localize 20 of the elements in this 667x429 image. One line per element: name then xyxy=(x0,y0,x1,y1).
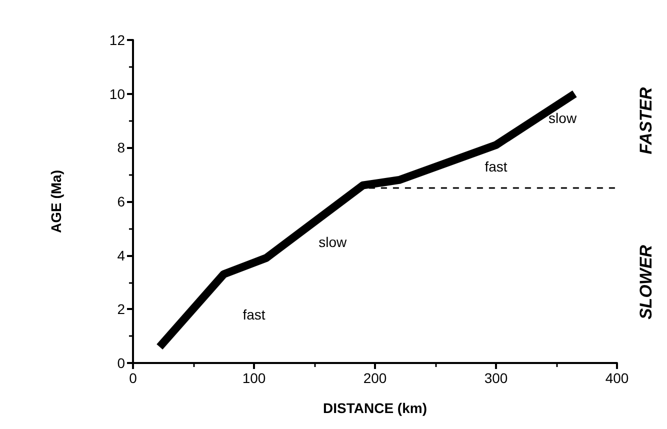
y-tick-label: 0 xyxy=(117,355,126,371)
y-tick-label: 2 xyxy=(117,301,126,318)
y-tick-label: 8 xyxy=(117,140,126,156)
x-tick-label: 200 xyxy=(363,370,387,386)
y-tick-label: 10 xyxy=(109,86,126,102)
y-tick-label: 4 xyxy=(117,247,126,264)
annotation: fast xyxy=(484,158,508,175)
y-tick-label: 12 xyxy=(109,32,126,48)
x-tick-label: 300 xyxy=(484,370,508,386)
annotation: slow xyxy=(318,234,348,250)
x-axis-title: DISTANCE (km) xyxy=(323,400,427,416)
annotation: slow xyxy=(548,110,578,126)
text: FASTER xyxy=(636,86,656,154)
text: SLOWER xyxy=(636,244,656,320)
y-tick-label: 6 xyxy=(117,194,126,210)
x-tick-label: 100 xyxy=(242,370,266,386)
annotation: fast xyxy=(242,306,266,323)
x-tick-label: 0 xyxy=(129,370,138,386)
x-tick-label: 400 xyxy=(605,370,629,386)
y-axis-title: AGE (Ma) xyxy=(48,170,64,233)
